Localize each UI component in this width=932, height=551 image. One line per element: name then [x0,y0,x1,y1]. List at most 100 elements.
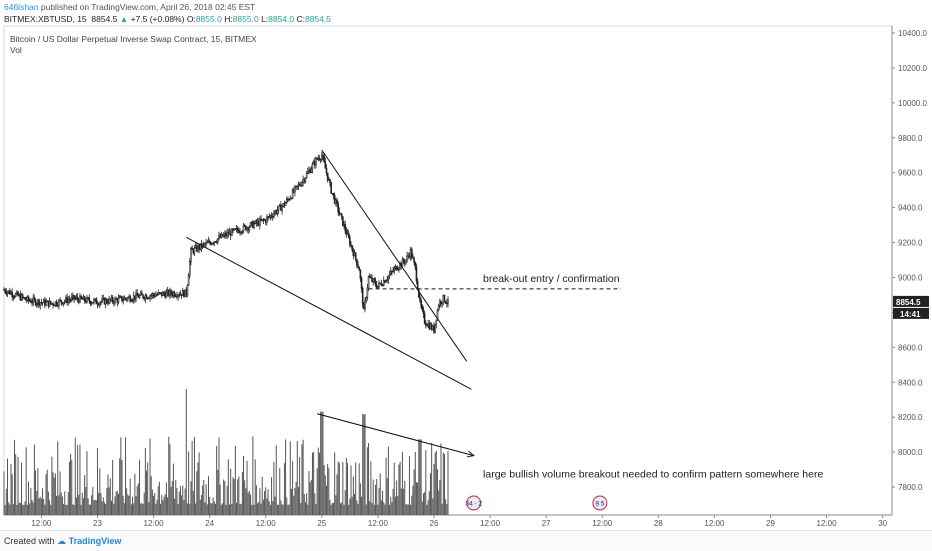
candle-body [410,248,413,258]
volume-bar [44,504,46,515]
volume-bar [82,498,84,515]
candle-body [361,288,364,305]
candle-body [61,302,64,305]
volume-bar [366,447,368,515]
candle-body [86,297,88,303]
volume-bar [322,411,324,515]
chart-area[interactable]: Bitcoin / US Dollar Perpetual Inverse Sw… [0,24,932,530]
candle-body [401,259,404,267]
volume-bar [163,496,165,515]
volume-bar [120,437,122,515]
volume-bar [245,488,247,515]
x-tick-label: 24 [205,519,214,528]
volume-bar [372,479,374,515]
candle-body [16,291,18,295]
volume-bar [172,463,174,515]
candle-body [405,259,407,264]
candle-body [124,297,127,300]
candle-body [343,223,345,226]
candle-body [435,319,438,325]
volume-bar [265,487,267,515]
volume-bar [376,478,378,515]
close-value: 8854.5 [305,14,332,24]
y-tick-label: 9200.0 [898,239,923,248]
volume-bar [337,461,339,515]
volume-bar [196,471,198,515]
candle-body [372,278,375,282]
candle-body [90,302,93,305]
volume-bar [273,462,275,515]
tradingview-logo[interactable]: TradingView [68,536,122,546]
volume-bar [122,495,124,515]
candle-body [184,289,186,297]
candle-body [122,299,124,302]
quote-line: BITMEX:XBTUSD, 15 8854.5 ▲ +7.5 (+0.08%)… [4,14,331,24]
volume-bar [128,495,130,515]
candle-body [178,294,181,297]
candle-body [260,218,262,221]
volume-bar [192,490,194,515]
volume-bar [359,483,361,515]
x-tick-label: 12:00 [817,519,838,528]
x-tick-label: 12:00 [592,519,613,528]
candle-body [432,325,434,330]
volume-bar [191,440,193,515]
candle-body [381,284,384,287]
candle-body [340,213,343,217]
candle-body [68,299,71,301]
candle-body [275,210,278,214]
candle-body [132,295,135,301]
candle-body [170,290,172,295]
volume-bar [304,502,306,515]
volume-bar [405,504,407,515]
candle-body [419,296,421,301]
author-link[interactable]: 646lshan [4,2,39,12]
candle-body [88,297,91,302]
y-tick-label: 10000.0 [898,99,927,108]
volume-bar [160,503,162,515]
candle-body [360,278,363,289]
candle-body [221,233,224,237]
candle-body [65,297,67,302]
volume-bar [156,499,158,515]
candle-body [60,299,63,303]
volume-bar [229,504,231,515]
candle-body [177,294,179,297]
candle-body [142,294,144,299]
candle-body [215,241,218,244]
volume-bar [3,471,5,515]
created-with: Created with ☁ TradingView [4,536,121,547]
volume-bar [155,503,157,515]
candle-body [42,299,45,303]
candle-body [118,296,121,299]
candle-body [236,228,239,231]
volume-bar [335,495,337,515]
candle-body [393,267,396,272]
volume-bar [314,493,316,515]
volume-bar [141,503,143,515]
candle-body [412,257,414,259]
price-change: +7.5 (+0.08%) [130,14,185,24]
volume-bar [364,414,366,515]
volume-bar [445,499,447,515]
open-label: O: [186,14,196,24]
volume-bar [317,447,319,515]
volume-bar [26,504,28,515]
volume-bar [250,494,252,515]
volume-bar [8,502,10,515]
candle-body [94,298,96,301]
volume-bar [349,498,351,515]
volume-bar [88,504,90,515]
candle-body [3,289,5,291]
volume-bar [170,486,172,515]
volume-bar [32,502,34,515]
volume-bar [340,503,342,515]
candle-body [188,261,191,276]
volume-bar [246,461,248,515]
price-chart[interactable]: Bitcoin / US Dollar Perpetual Inverse Sw… [0,24,932,530]
candle-body [179,293,182,296]
volume-bar [257,503,259,515]
volume-bar [332,502,334,515]
candle-body [306,171,309,174]
candle-body [135,292,137,300]
